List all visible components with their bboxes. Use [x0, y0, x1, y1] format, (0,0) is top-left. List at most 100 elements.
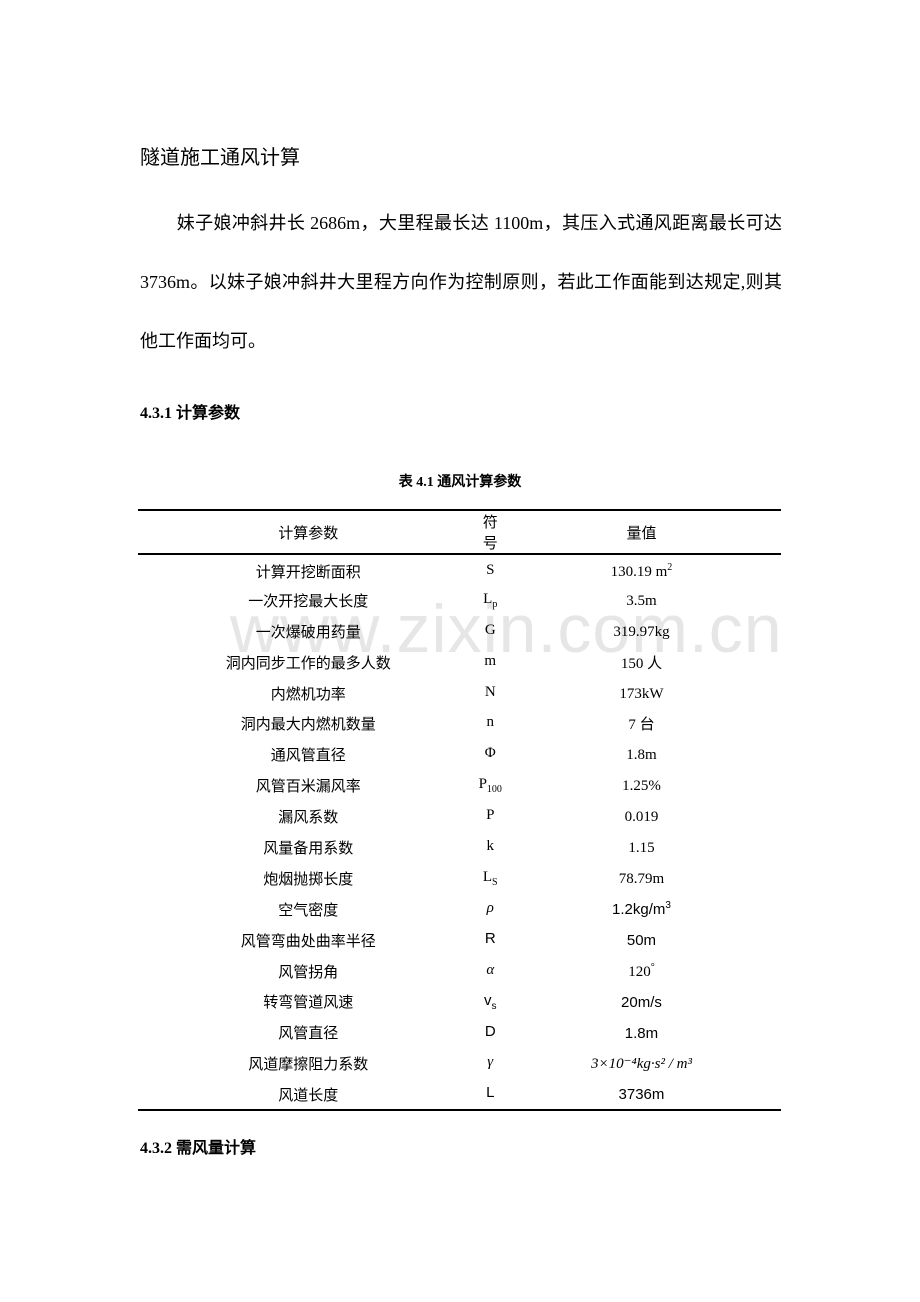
symbol-text: P [478, 776, 487, 793]
parameter-name: 风道长度 [278, 1087, 339, 1104]
symbol-subscript: S [492, 876, 498, 888]
parameter-value: 3736m [502, 1079, 781, 1110]
value-text: 1.25% [622, 778, 661, 795]
parameter-name: 洞内同步工作的最多人数 [225, 655, 391, 672]
table-row: 炮烟抛掷长度 LS 78.79m [138, 863, 781, 894]
parameter-symbol: k [479, 832, 502, 863]
parameter-symbol: S [479, 554, 502, 585]
paragraph-line: 3736m。以妹子娘冲斜井大里程方向作为控制原则，若此工作面能到达规定,则其 [140, 272, 782, 292]
parameter-value: 7 台 [502, 708, 781, 739]
symbol-text: γ [487, 1054, 494, 1071]
value-text: 1.8m [624, 1024, 659, 1042]
value-text: 0.019 [624, 809, 659, 826]
parameter-value: 78.79m [502, 863, 781, 894]
parameter-symbol: α [479, 956, 502, 987]
symbol-text: L [486, 1084, 495, 1102]
section-heading: 4.3.2 需风量计算 [140, 1140, 257, 1157]
symbol-text: n [486, 714, 495, 731]
value-text: 1.15 [628, 839, 655, 856]
parameter-symbol: m [479, 647, 502, 678]
table-row: 洞内最大内燃机数量 n 7 台 [138, 708, 781, 739]
table-row: 转弯管道风速 vs 20m/s [138, 986, 781, 1017]
symbol-text: α [486, 961, 495, 978]
parameter-value: 150 人 [502, 647, 781, 678]
parameter-symbol: N [479, 678, 502, 709]
value-text: 1.2kg/m [612, 901, 666, 919]
parameter-name: 一次爆破用药量 [255, 624, 361, 641]
parameter-symbol: R [479, 925, 502, 956]
table-row: 风管直径 D 1.8m [138, 1017, 781, 1048]
paragraph-line: 妹子娘冲斜井长 2686m，大里程最长达 1100m，其压入式通风距离最长可达 [140, 213, 782, 233]
symbol-text: Φ [484, 745, 496, 762]
header-symbol: 符号 [482, 515, 498, 552]
parameter-symbol: LS [479, 863, 502, 894]
table-row: 计算开挖断面积 S 130.19 m2 [138, 554, 781, 585]
value-text: 3×10⁻⁴kg·s² / m³ [590, 1056, 692, 1073]
value-superscript: ° [650, 961, 655, 973]
table-row: 风道长度 L 3736m [138, 1079, 781, 1111]
table-row: 空气密度 ρ 1.2kg/m3 [138, 894, 781, 925]
parameter-name: 风管百米漏风率 [255, 779, 361, 796]
table-row: 漏风系数 P 0.019 [138, 801, 781, 832]
table-row: 一次开挖最大长度 Lp 3.5m [138, 585, 781, 616]
value-text: 7 台 [628, 717, 655, 734]
parameter-symbol: ρ [479, 894, 502, 925]
parameter-symbol: Φ [479, 739, 502, 770]
table-row: 洞内同步工作的最多人数 m 150 人 [138, 647, 781, 678]
parameter-symbol: n [479, 708, 502, 739]
symbol-text: D [484, 1022, 496, 1040]
parameter-name: 空气密度 [278, 902, 339, 919]
symbol-text: L [482, 868, 493, 885]
parameter-value: 50m [502, 925, 781, 956]
parameter-symbol: L [479, 1079, 502, 1110]
symbol-text: k [486, 837, 495, 854]
symbol-text: P [486, 807, 495, 824]
symbol-text: L [483, 590, 493, 607]
value-text: 78.79m [618, 870, 665, 887]
parameter-value: 20m/s [502, 986, 781, 1017]
parameter-value: 130.19 m2 [502, 554, 781, 585]
parameter-value: 1.8m [502, 739, 781, 770]
symbol-text: R [484, 930, 496, 948]
value-superscript: 2 [667, 562, 673, 574]
symbol-text: S [486, 562, 495, 579]
parameter-value: 1.15 [502, 832, 781, 863]
symbol-text: ρ [486, 899, 494, 916]
symbol-text: N [484, 683, 496, 700]
parameter-value: 1.25% [502, 770, 781, 801]
paragraph-line: 他工作面均可。 [140, 331, 266, 351]
table-header-row: 计算参数 符号 量值 [138, 510, 781, 554]
parameter-name: 风管弯曲处曲率半径 [240, 933, 376, 950]
parameter-name: 风量备用系数 [263, 840, 354, 857]
symbol-subscript: p [492, 598, 498, 610]
parameter-value: 173kW [502, 678, 781, 709]
table-row: 内燃机功率 N 173kW [138, 678, 781, 709]
parameter-symbol: P100 [479, 770, 502, 801]
symbol-subscript: 100 [486, 784, 502, 796]
table-row: 一次爆破用药量 G 319.97kg [138, 616, 781, 647]
parameter-symbol: Lp [479, 585, 502, 616]
parameter-value: 1.8m [502, 1017, 781, 1048]
symbol-subscript: s [491, 1000, 497, 1012]
header-value: 量值 [626, 525, 657, 542]
section-heading: 4.3.1 计算参数 [140, 405, 241, 422]
value-text: 173kW [619, 685, 664, 702]
parameter-value: 120° [502, 956, 781, 987]
table-row: 风量备用系数 k 1.15 [138, 832, 781, 863]
value-text: 50m [626, 932, 657, 950]
value-text: 1.8m [626, 747, 657, 764]
parameter-value: 319.97kg [502, 616, 781, 647]
parameter-name: 计算开挖断面积 [255, 565, 361, 582]
table-row: 通风管直径 Φ 1.8m [138, 739, 781, 770]
table-row: 风管弯曲处曲率半径 R 50m [138, 925, 781, 956]
table-row: 风管拐角 α 120° [138, 956, 781, 987]
header-parameter: 计算参数 [278, 525, 339, 542]
parameters-table: 计算参数 符号 量值 计算开挖断面积 S 130.19 m2 一次开挖最大长度 Lp 3.… [138, 509, 781, 1111]
value-superscript: 3 [665, 900, 671, 912]
parameter-name: 漏风系数 [278, 810, 339, 827]
symbol-text: v [484, 991, 492, 1009]
table-row: 风道摩擦阻力系数 γ 3×10⁻⁴kg·s² / m³ [138, 1048, 781, 1079]
value-text: 20m/s [621, 993, 662, 1011]
parameter-name: 通风管直径 [270, 748, 346, 765]
parameter-symbol: P [479, 801, 502, 832]
